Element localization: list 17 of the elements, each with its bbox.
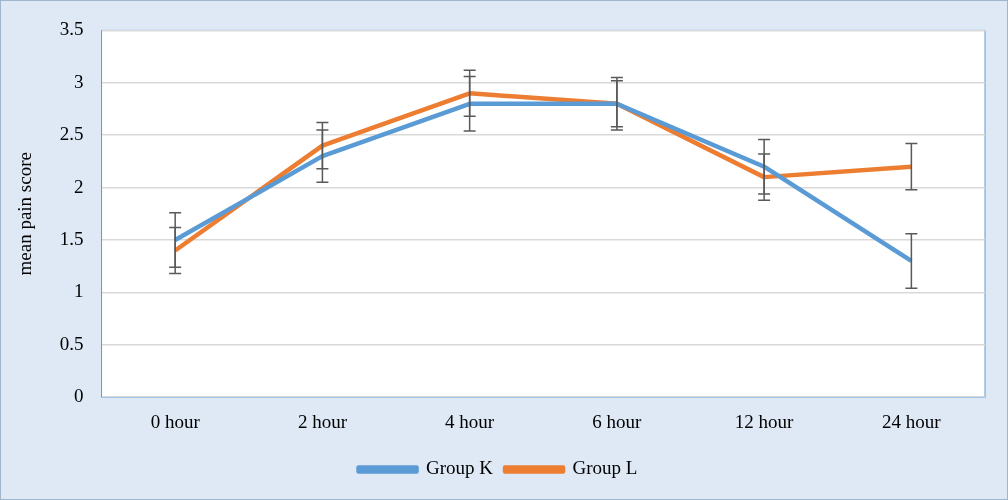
y-tick-label: 3.5 [59,18,84,40]
x-tick-label: 4 hour [445,410,495,432]
y-tick-label: 1.5 [59,227,84,249]
y-tick-label: 2 [74,175,84,197]
x-tick-label: 24 hour [882,410,942,432]
x-tick-label: 6 hour [592,410,643,432]
x-tick-label: 0 hour [150,410,201,432]
legend-label: Group K [426,457,494,479]
legend-label: Group L [572,457,638,479]
x-tick-label: 12 hour [734,410,795,432]
y-axis-title: mean pain score [14,152,36,276]
y-tick-label: 0 [74,385,84,407]
y-tick-label: 0.5 [59,332,84,354]
y-tick-label: 1 [74,280,84,302]
y-tick-label: 3 [74,70,84,92]
x-tick-label: 2 hour [297,410,348,432]
y-tick-label: 2.5 [59,123,84,145]
